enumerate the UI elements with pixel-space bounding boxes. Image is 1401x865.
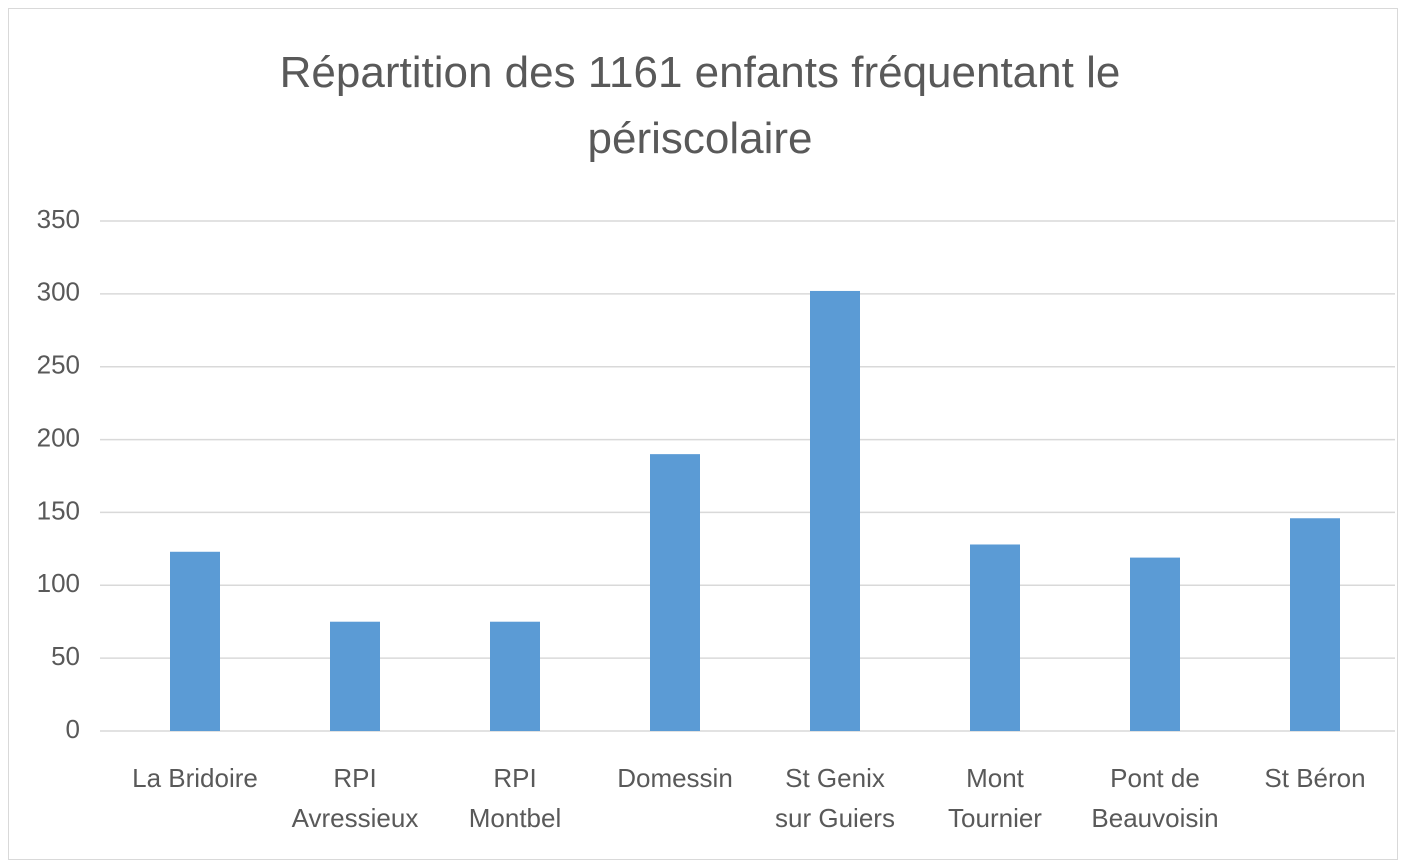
chart-frame	[8, 8, 1398, 860]
x-tick-label: Pont de Beauvoisin	[1091, 763, 1219, 833]
y-tick-label: 0	[66, 714, 80, 744]
bar	[810, 290, 860, 731]
y-tick-label: 100	[37, 568, 80, 598]
x-tick-label: Domessin	[617, 763, 733, 793]
y-tick-label: 350	[37, 204, 80, 234]
chart-title: Répartition des 1161 enfants fréquentant…	[279, 48, 1121, 163]
bar	[170, 551, 220, 731]
bar	[970, 544, 1020, 731]
x-tick-label: RPI Avressieux	[291, 763, 419, 833]
bar	[490, 621, 540, 731]
x-tick-label: St Genix sur Guiers	[775, 763, 895, 833]
x-tick-label: La Bridoire	[132, 763, 258, 793]
y-tick-label: 200	[37, 422, 80, 452]
y-tick-label: 150	[37, 495, 80, 525]
x-tick-label: Mont Tournier	[948, 763, 1042, 833]
y-tick-label: 50	[51, 641, 80, 671]
bar	[650, 454, 700, 731]
y-tick-label: 250	[37, 350, 80, 380]
x-tick-label: RPI Montbel	[468, 763, 562, 833]
x-tick-label: St Béron	[1264, 763, 1366, 793]
y-tick-label: 300	[37, 277, 80, 307]
bar	[1130, 557, 1180, 731]
bar	[1290, 518, 1340, 731]
bar	[330, 621, 380, 731]
